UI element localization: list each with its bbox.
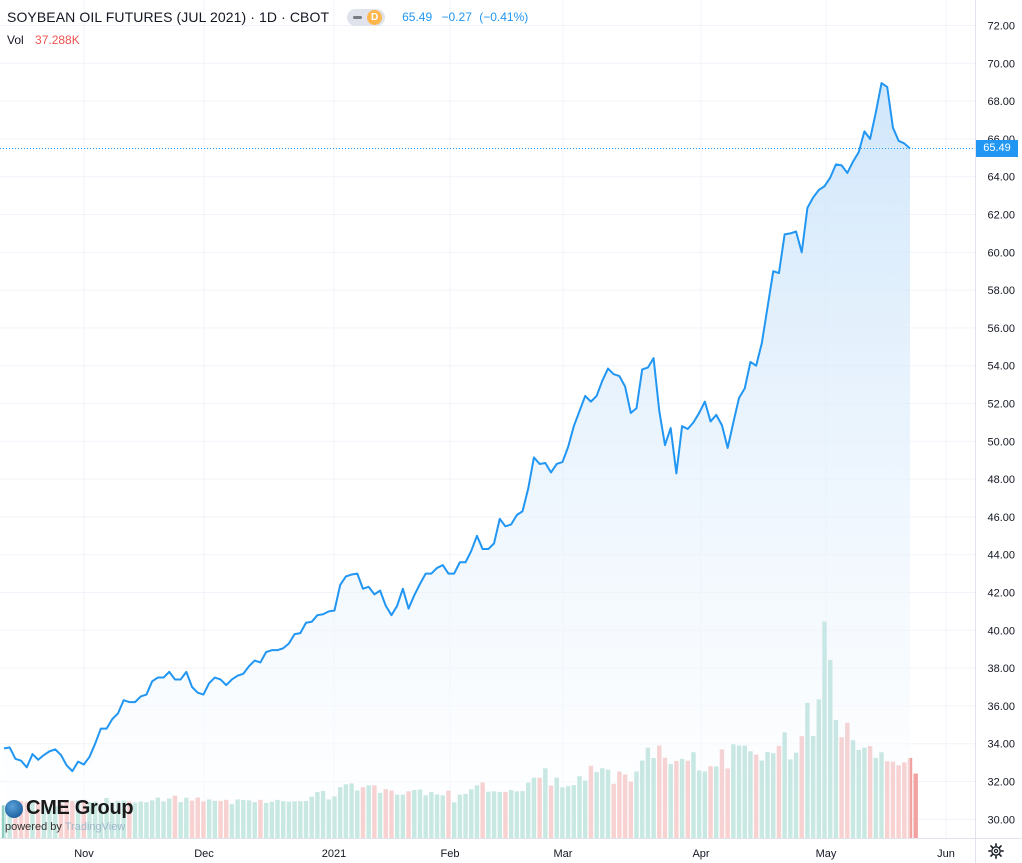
powered-by-label: powered by <box>5 821 62 833</box>
y-tick-label: 36.00 <box>987 701 1015 713</box>
y-tick-label: 44.00 <box>987 550 1015 562</box>
x-tick-label: Apr <box>692 848 709 860</box>
volume-legend: Vol 37.288K <box>7 33 80 47</box>
minimize-icon[interactable] <box>353 15 363 19</box>
price-change-pct: (−0.41%) <box>479 10 529 24</box>
legend-header: SOYBEAN OIL FUTURES (JUL 2021) · 1D · CB… <box>7 7 528 27</box>
x-tick-label: Mar <box>554 848 573 860</box>
y-tick-label: 62.00 <box>987 210 1015 222</box>
gear-icon[interactable] <box>988 843 1004 859</box>
cme-brand: CME Group <box>5 797 134 820</box>
interval-pill[interactable]: D <box>347 8 386 26</box>
volume-value: 37.288K <box>35 33 80 47</box>
price-change: −0.27 <box>441 10 472 24</box>
time-axis[interactable]: Nov Dec 2021 Feb Mar Apr May Jun <box>0 838 1022 861</box>
last-price-tag: 65.49 <box>976 140 1018 158</box>
y-tick-label: 70.00 <box>987 58 1015 70</box>
x-tick-label: Dec <box>194 848 214 860</box>
y-tick-label: 38.00 <box>987 663 1015 675</box>
y-tick-label: 30.00 <box>987 814 1015 826</box>
price-line <box>3 82 911 773</box>
globe-icon <box>5 799 23 818</box>
y-tick-label: 54.00 <box>987 361 1015 373</box>
y-tick-label: 32.00 <box>987 777 1015 789</box>
y-tick-label: 72.00 <box>987 21 1015 33</box>
y-tick-label: 64.00 <box>987 172 1015 184</box>
x-tick-label: Nov <box>74 848 94 860</box>
y-tick-label: 56.00 <box>987 323 1015 335</box>
cme-brand-text: CME Group <box>26 797 134 819</box>
price-area <box>0 82 975 838</box>
volume-label: Vol <box>7 33 24 47</box>
x-tick-label: Feb <box>441 848 460 860</box>
y-tick-label: 50.00 <box>987 436 1015 448</box>
powered-by[interactable]: powered by TradingView <box>5 821 133 833</box>
interval-badge[interactable]: D <box>367 9 383 25</box>
y-tick-label: 46.00 <box>987 512 1015 524</box>
y-tick-label: 48.00 <box>987 474 1015 486</box>
y-tick-label: 68.00 <box>987 96 1015 108</box>
price-area-fill <box>4 83 910 838</box>
y-tick-label: 42.00 <box>987 588 1015 600</box>
cme-logo[interactable]: CME Group powered by TradingView <box>5 797 134 833</box>
volume-bar <box>913 773 918 838</box>
x-tick-label: May <box>816 848 837 860</box>
x-tick-label: 2021 <box>322 848 346 860</box>
y-tick-label: 60.00 <box>987 247 1015 259</box>
quote-values: 65.49 −0.27 (−0.41%) <box>402 10 528 24</box>
price-axis[interactable]: 72.0070.0068.0066.0064.0062.0060.0058.00… <box>975 0 1016 863</box>
chart-title: SOYBEAN OIL FUTURES (JUL 2021) · 1D · CB… <box>7 9 330 25</box>
y-tick-label: 58.00 <box>987 285 1015 297</box>
y-tick-label: 34.00 <box>987 739 1015 751</box>
x-tick-label: Jun <box>937 848 955 860</box>
y-tick-label: 40.00 <box>987 625 1015 637</box>
last-price: 65.49 <box>402 10 433 24</box>
y-tick-label: 52.00 <box>987 399 1015 411</box>
tradingview-link[interactable]: TradingView <box>64 821 126 833</box>
